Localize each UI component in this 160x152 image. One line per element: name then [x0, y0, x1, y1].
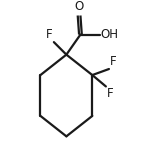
- Text: F: F: [107, 87, 113, 100]
- Text: F: F: [46, 28, 52, 41]
- Text: O: O: [74, 0, 84, 14]
- Text: OH: OH: [100, 28, 118, 41]
- Text: F: F: [110, 55, 116, 68]
